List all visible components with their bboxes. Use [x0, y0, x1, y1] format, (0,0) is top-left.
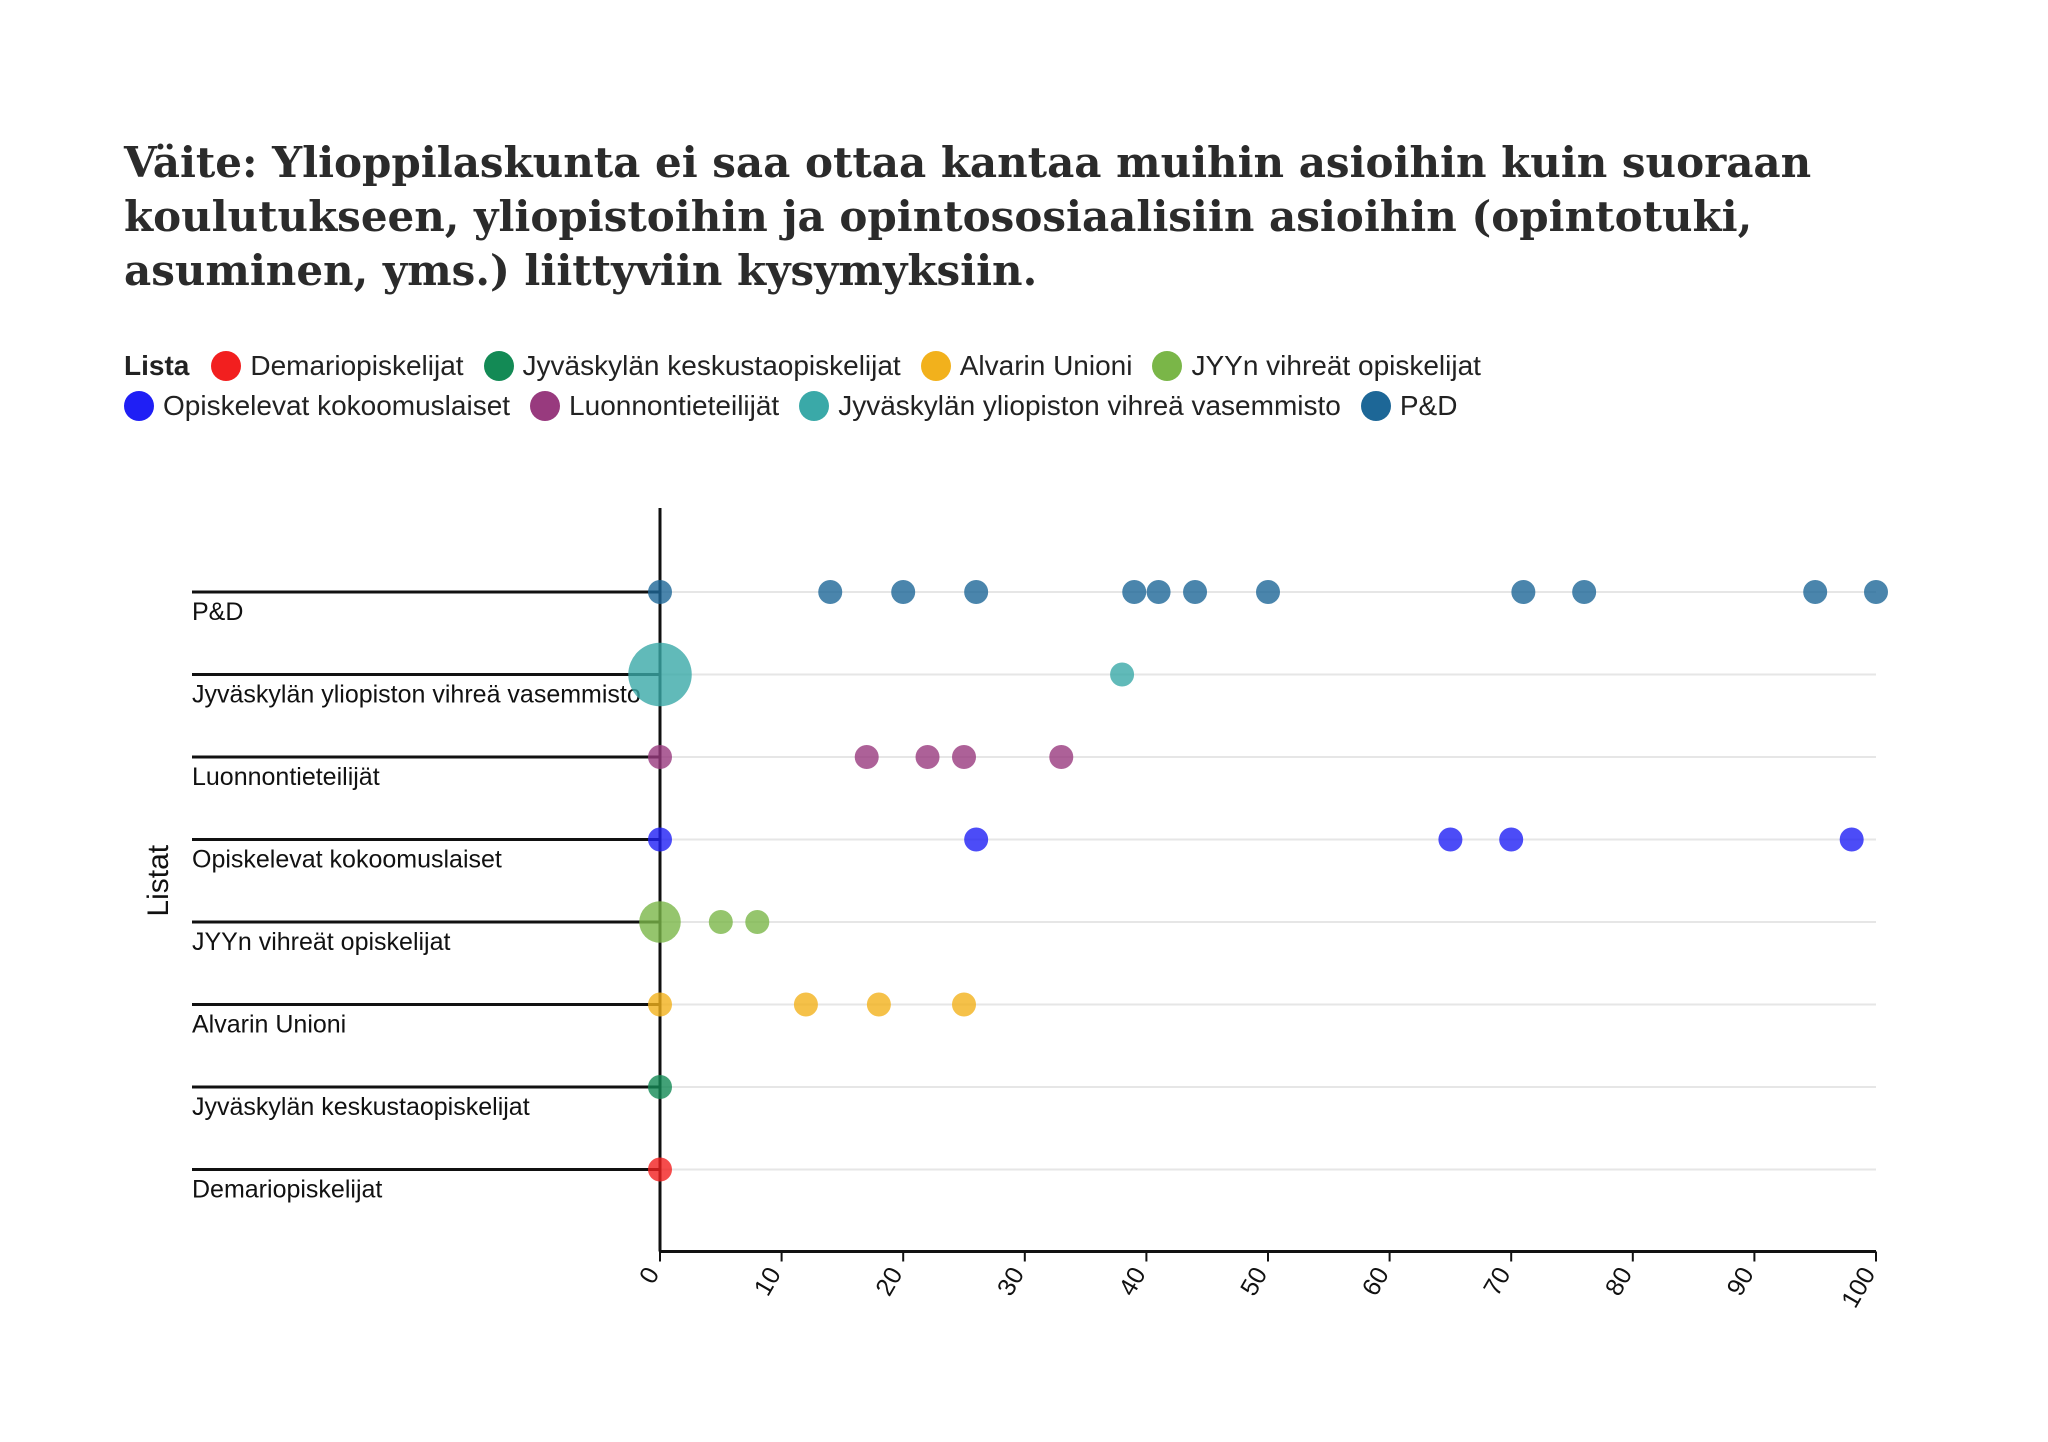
x-tick-label: 80 — [1600, 1263, 1638, 1301]
x-tick-label: 40 — [1113, 1263, 1151, 1301]
data-point — [648, 745, 672, 769]
legend-label: P&D — [1399, 390, 1458, 421]
category-label: Luonnontieteilijät — [192, 763, 380, 791]
x-tick-label: 60 — [1357, 1263, 1395, 1301]
data-point — [952, 992, 976, 1017]
category-label: Jyväskylän yliopiston vihreä vasemmisto — [192, 681, 641, 709]
data-point — [1864, 580, 1888, 604]
data-point — [1146, 580, 1171, 604]
y-axis-title: Listat — [142, 844, 175, 916]
data-point — [1183, 580, 1208, 604]
legend-item: Demariopiskelijat — [211, 350, 464, 382]
data-point — [964, 580, 989, 604]
category-label: Opiskelevat kokoomuslaiset — [192, 846, 502, 874]
data-point — [915, 745, 940, 769]
data-point — [1438, 827, 1463, 852]
legend: Lista Demariopiskelijat Jyväskylän keskus… — [124, 346, 1924, 426]
data-point — [628, 642, 692, 707]
data-point — [648, 1157, 672, 1182]
data-point — [1499, 827, 1524, 852]
data-point — [891, 580, 916, 604]
x-tick-label: 10 — [749, 1263, 787, 1301]
x-tick-label: 30 — [992, 1263, 1030, 1301]
data-point — [818, 580, 843, 604]
legend-swatch — [1152, 351, 1183, 381]
data-point — [1110, 662, 1135, 687]
data-point — [1256, 580, 1280, 604]
legend-item: Luonnontieteilijät — [530, 390, 779, 422]
data-point — [639, 901, 681, 943]
legend-item: JYYn vihreät opiskelijat — [1152, 350, 1481, 382]
legend-label: Jyväskylän yliopiston vihreä vasemmisto — [838, 390, 1341, 421]
x-tick-label: 20 — [870, 1263, 908, 1301]
legend-row: Opiskelevat kokoomuslaiset Luonnontieteil… — [124, 386, 1924, 426]
legend-label: Demariopiskelijat — [250, 350, 464, 381]
chart-title: Väite: Ylioppilaskunta ei saa ottaa kant… — [124, 138, 1812, 295]
legend-row: Lista Demariopiskelijat Jyväskylän keskus… — [124, 346, 1924, 386]
category-label: Jyväskylän keskustaopiskelijat — [192, 1093, 530, 1121]
category-label: Alvarin Unioni — [192, 1011, 346, 1039]
legend-swatch — [483, 351, 514, 381]
data-point — [1122, 580, 1147, 604]
legend-item: Opiskelevat kokoomuslaiset — [124, 390, 510, 422]
legend-label: JYYn vihreät opiskelijat — [1191, 350, 1481, 381]
legend-swatch — [799, 391, 830, 421]
data-point — [1572, 580, 1597, 604]
legend-item: Jyväskylän yliopiston vihreä vasemmisto — [799, 390, 1341, 422]
data-point — [952, 745, 976, 769]
x-tick-label: 0 — [634, 1263, 665, 1289]
data-point — [964, 827, 989, 852]
legend-label: Opiskelevat kokoomuslaiset — [163, 390, 511, 421]
x-tick-label: 50 — [1235, 1263, 1273, 1301]
legend-title: Lista — [124, 350, 190, 381]
data-point — [648, 580, 672, 604]
data-point — [745, 910, 770, 934]
legend-swatch — [920, 351, 951, 381]
data-point — [1803, 580, 1828, 604]
legend-swatch — [211, 351, 242, 381]
x-tick-label: 100 — [1836, 1263, 1881, 1313]
legend-item: Alvarin Unioni — [920, 350, 1133, 382]
category-label: JYYn vihreät opiskelijat — [192, 928, 451, 956]
data-point — [866, 992, 891, 1017]
data-point — [648, 827, 672, 852]
data-point — [648, 992, 672, 1017]
x-tick-label: 70 — [1478, 1263, 1516, 1301]
category-label: P&D — [192, 598, 243, 626]
data-point — [854, 745, 879, 769]
x-tick-label: 90 — [1721, 1263, 1759, 1301]
legend-swatch — [124, 391, 154, 421]
legend-label: Jyväskylän keskustaopiskelijat — [522, 350, 901, 381]
data-point — [1049, 745, 1074, 769]
data-point — [793, 992, 818, 1017]
legend-swatch — [530, 391, 561, 421]
legend-label: Alvarin Unioni — [959, 350, 1133, 381]
data-point — [1839, 827, 1864, 852]
legend-swatch — [1360, 391, 1391, 421]
legend-label: Luonnontieteilijät — [569, 390, 780, 421]
category-label: Demariopiskelijat — [192, 1176, 382, 1204]
legend-item: P&D — [1360, 390, 1458, 422]
data-point — [708, 910, 733, 934]
legend-item: Jyväskylän keskustaopiskelijat — [483, 350, 901, 382]
data-point — [648, 1075, 672, 1099]
data-point — [1511, 580, 1536, 604]
